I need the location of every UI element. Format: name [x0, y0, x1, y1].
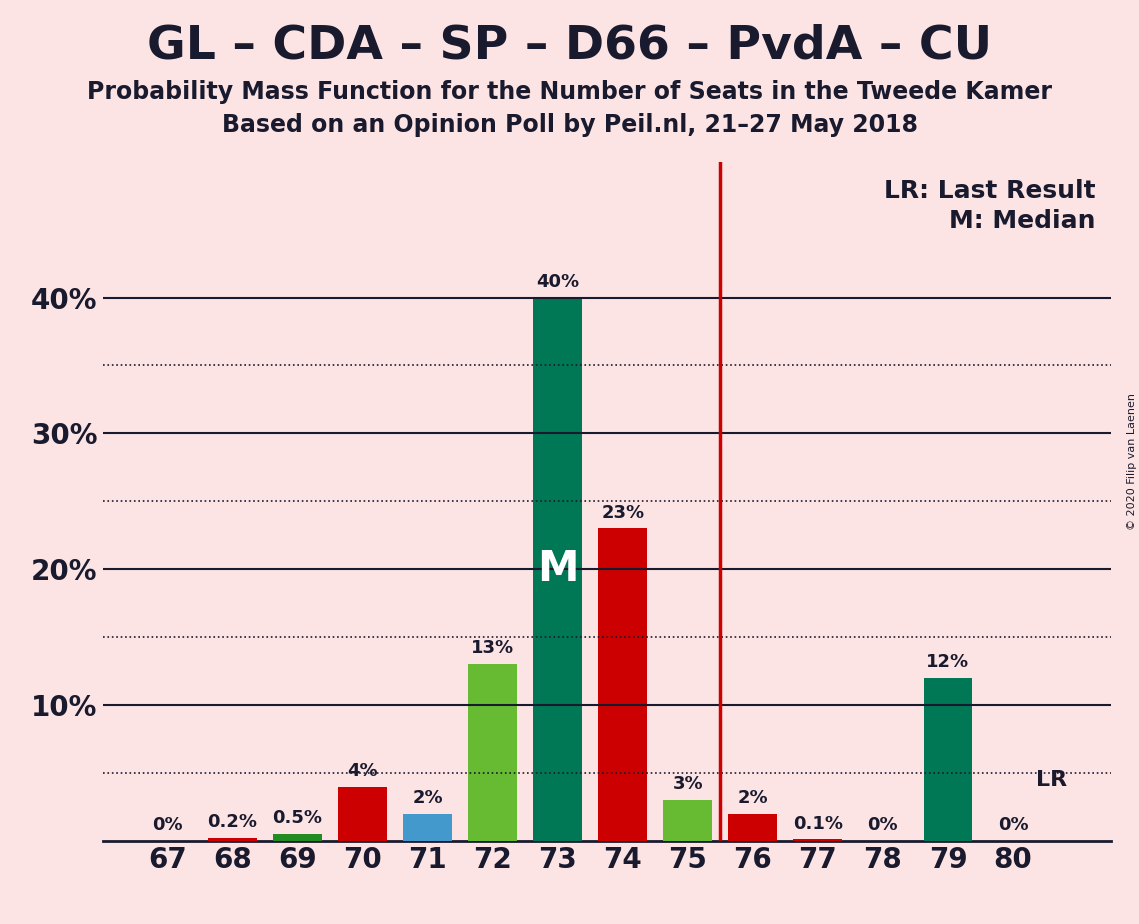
Bar	[468, 664, 517, 841]
Text: 12%: 12%	[926, 653, 969, 671]
Bar	[729, 814, 777, 841]
Bar	[403, 814, 452, 841]
Text: 0%: 0%	[998, 816, 1029, 834]
Text: 0%: 0%	[868, 816, 899, 834]
Text: Probability Mass Function for the Number of Seats in the Tweede Kamer: Probability Mass Function for the Number…	[87, 80, 1052, 104]
Bar	[663, 800, 712, 841]
Text: 0.5%: 0.5%	[272, 809, 322, 827]
Bar	[598, 529, 647, 841]
Text: 40%: 40%	[536, 273, 580, 291]
Text: 4%: 4%	[347, 761, 378, 780]
Bar	[273, 834, 322, 841]
Text: 2%: 2%	[738, 789, 768, 807]
Text: © 2020 Filip van Laenen: © 2020 Filip van Laenen	[1126, 394, 1137, 530]
Bar	[208, 838, 257, 841]
Text: 0%: 0%	[153, 816, 183, 834]
Text: 0.1%: 0.1%	[793, 815, 843, 833]
Bar	[533, 298, 582, 841]
Text: 2%: 2%	[412, 789, 443, 807]
Text: Based on an Opinion Poll by Peil.nl, 21–27 May 2018: Based on an Opinion Poll by Peil.nl, 21–…	[221, 113, 918, 137]
Bar	[924, 678, 973, 841]
Text: GL – CDA – SP – D66 – PvdA – CU: GL – CDA – SP – D66 – PvdA – CU	[147, 23, 992, 68]
Text: 0.2%: 0.2%	[207, 813, 257, 832]
Text: 3%: 3%	[672, 775, 703, 794]
Text: 23%: 23%	[601, 504, 645, 522]
Bar	[794, 840, 842, 841]
Text: LR: Last Result: LR: Last Result	[884, 178, 1096, 202]
Text: 13%: 13%	[472, 639, 515, 658]
Text: M: M	[536, 548, 579, 590]
Text: M: Median: M: Median	[949, 209, 1096, 233]
Text: LR: LR	[1035, 770, 1067, 790]
Bar	[338, 786, 387, 841]
